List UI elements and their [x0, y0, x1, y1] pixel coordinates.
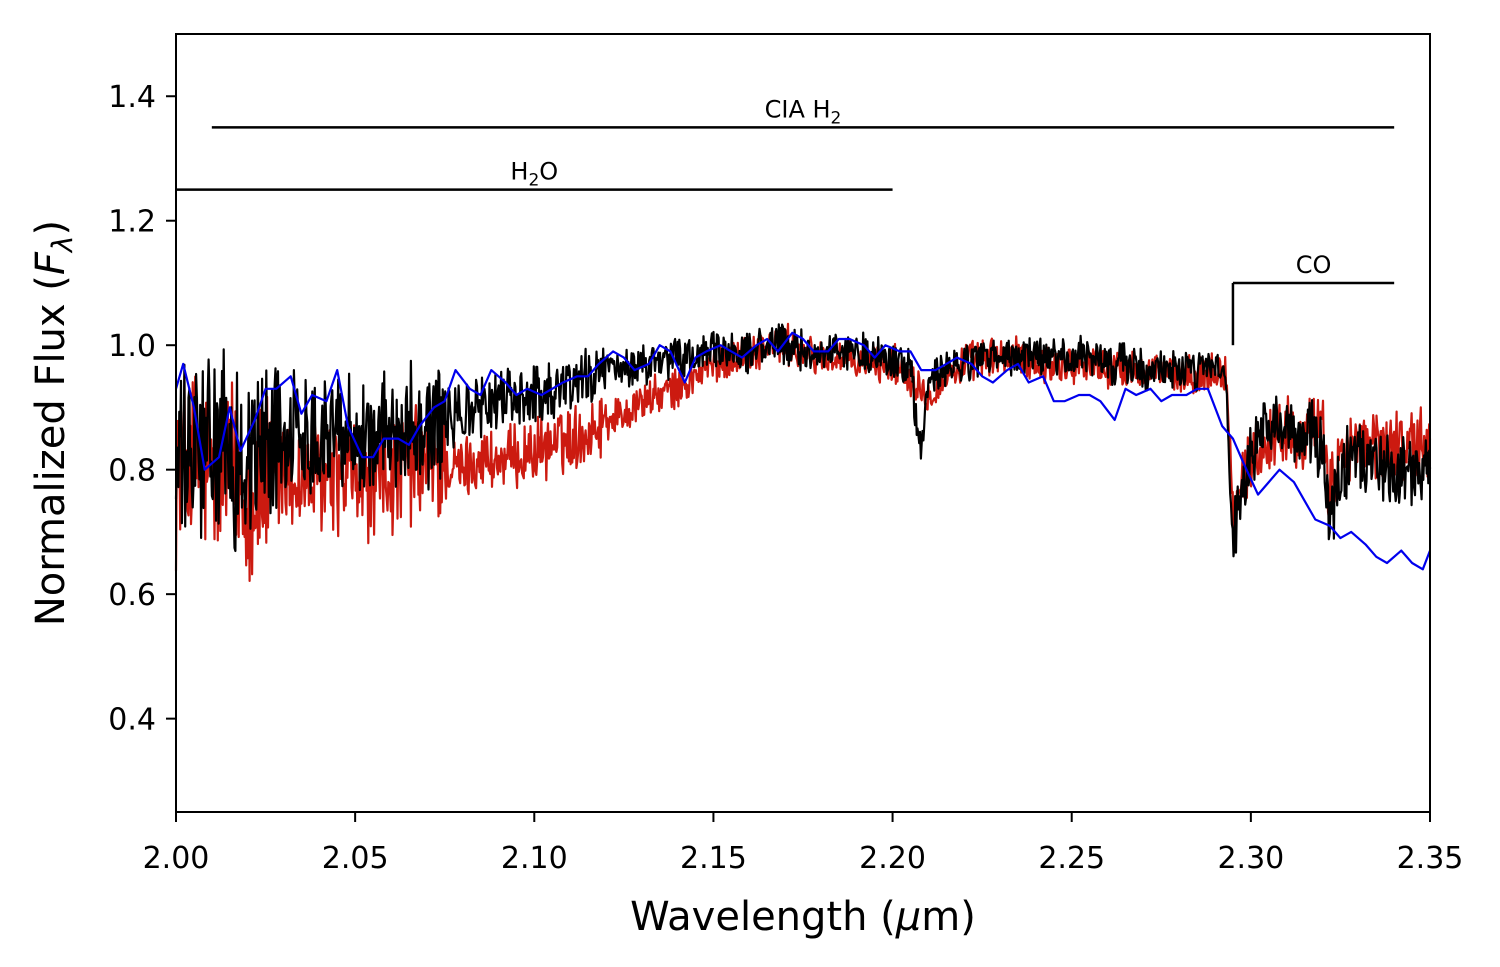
- y-axis: 0.4 0.6 0.8 1.0 1.2 1.4: [108, 80, 176, 738]
- y-tick-label: 0.8: [108, 454, 156, 489]
- x-tick-label: 2.05: [322, 841, 389, 876]
- y-tick-label: 0.6: [108, 578, 156, 613]
- y-tick-label: 1.4: [108, 80, 156, 115]
- x-tick-label: 2.30: [1217, 841, 1284, 876]
- x-tick-label: 2.35: [1397, 841, 1464, 876]
- x-tick-label: 2.20: [859, 841, 926, 876]
- x-axis-title: Wavelength (μm): [630, 894, 976, 940]
- series-line: [174, 323, 1432, 558]
- band-label: H2O: [510, 158, 558, 191]
- y-tick-label: 1.2: [108, 205, 156, 240]
- y-axis-title: Normalized Flux (Fλ): [28, 220, 79, 626]
- plot-frame: [175, 33, 1431, 813]
- x-tick-label: 2.25: [1038, 841, 1105, 876]
- series-line: [174, 331, 1432, 571]
- x-axis: 2.00 2.05 2.10 2.15 2.20 2.25 2.30 2.35: [143, 812, 1464, 876]
- x-tick-label: 2.15: [680, 841, 747, 876]
- y-tick-label: 1.0: [108, 329, 156, 364]
- band-label: CIA H2: [765, 95, 842, 128]
- annotation-layer: CIA H2 H2O CO: [176, 95, 1395, 346]
- band-label: CO: [1296, 251, 1332, 279]
- x-tick-label: 2.10: [501, 841, 568, 876]
- x-tick-label: 2.00: [143, 841, 210, 876]
- y-tick-label: 0.4: [108, 703, 156, 738]
- series-layer: [174, 322, 1432, 582]
